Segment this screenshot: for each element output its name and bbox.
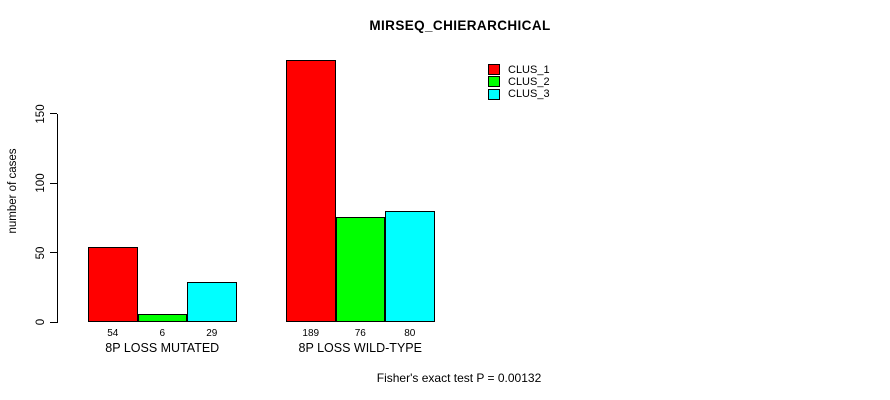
bar-value-clus-3-8p-loss-wild-type: 80 bbox=[404, 328, 416, 339]
y-tick-150 bbox=[50, 113, 57, 115]
bar-value-clus-2-8p-loss-mutated: 6 bbox=[159, 328, 166, 339]
legend-item-clus-2: CLUS_2 bbox=[488, 75, 550, 88]
bar-clus-2-8p-loss-wild-type bbox=[335, 216, 385, 322]
legend-item-clus-1: CLUS_1 bbox=[488, 63, 550, 76]
bar-clus-3-8p-loss-wild-type bbox=[385, 211, 435, 322]
category-label-8p-loss-mutated: 8P LOSS MUTATED bbox=[105, 341, 220, 355]
fisher-test-annotation: Fisher's exact test P = 0.00132 bbox=[376, 371, 542, 385]
legend-label-clus-3: CLUS_3 bbox=[508, 88, 550, 101]
category-label-8p-loss-wild-type: 8P LOSS WILD-TYPE bbox=[298, 341, 422, 355]
legend-swatch-clus-1 bbox=[488, 64, 500, 75]
y-tick-label-50: 50 bbox=[35, 246, 47, 260]
bar-value-clus-3-8p-loss-mutated: 29 bbox=[206, 328, 218, 339]
y-axis-label: number of cases bbox=[7, 148, 19, 234]
legend-label-clus-2: CLUS_2 bbox=[508, 75, 550, 88]
y-tick-label-150: 150 bbox=[35, 104, 47, 124]
bar-value-clus-1-8p-loss-wild-type: 189 bbox=[302, 328, 320, 339]
y-tick-0 bbox=[50, 321, 57, 323]
bar-value-clus-1-8p-loss-mutated: 54 bbox=[107, 328, 119, 339]
y-tick-50 bbox=[50, 252, 57, 254]
y-axis-line bbox=[57, 113, 58, 323]
bar-clus-2-8p-loss-mutated bbox=[137, 313, 187, 322]
y-tick-label-0: 0 bbox=[35, 318, 47, 326]
chart-title: MIRSEQ_CHIERARCHICAL bbox=[369, 18, 551, 33]
bar-clus-1-8p-loss-mutated bbox=[88, 247, 138, 322]
bar-clus-3-8p-loss-mutated bbox=[187, 281, 237, 322]
legend-item-clus-3: CLUS_3 bbox=[488, 88, 550, 101]
bar-value-clus-2-8p-loss-wild-type: 76 bbox=[354, 328, 366, 339]
legend-label-clus-1: CLUS_1 bbox=[508, 63, 550, 76]
legend-swatch-clus-3 bbox=[488, 88, 500, 100]
y-tick-100 bbox=[50, 182, 57, 184]
bar-clus-1-8p-loss-wild-type bbox=[286, 59, 336, 322]
y-tick-label-100: 100 bbox=[35, 173, 47, 193]
legend-swatch-clus-2 bbox=[488, 76, 500, 88]
